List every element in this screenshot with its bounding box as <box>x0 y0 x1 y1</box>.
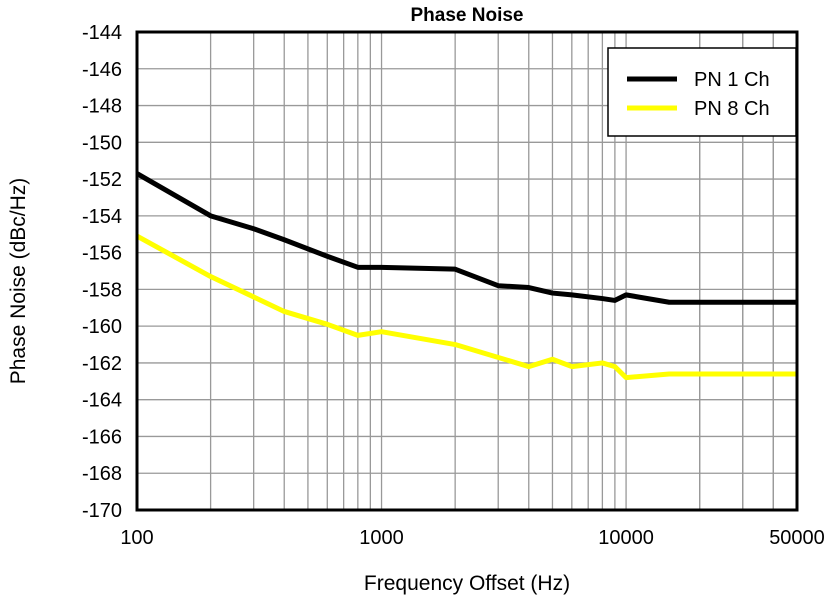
y-tick-label: -152 <box>82 169 122 191</box>
y-axis-label: Phase Noise (dBc/Hz) <box>7 178 30 385</box>
chart-title: Phase Noise <box>411 5 524 26</box>
legend: PN 1 Ch PN 8 Ch <box>607 47 797 137</box>
y-tick-label: -144 <box>82 22 122 44</box>
x-tick-label: 100 <box>120 527 153 549</box>
y-tick-label: -162 <box>82 353 122 375</box>
series-line-2 <box>135 233 797 381</box>
y-tick-label: -170 <box>82 500 122 522</box>
y-tick-label: -158 <box>82 279 122 301</box>
legend-label: PN 8 Ch <box>694 98 770 120</box>
y-tick-label: -154 <box>82 206 122 228</box>
y-tick-label: -146 <box>82 59 122 81</box>
y-tick-label: -166 <box>82 426 122 448</box>
series-lines <box>135 171 797 381</box>
x-tick-label: 1000 <box>359 527 404 549</box>
y-axis: -144 -146 -148 -150 -152 -154 -156 -158 -160 -162… <box>82 22 122 522</box>
y-tick-label: -148 <box>82 96 122 118</box>
y-tick-label: -160 <box>82 316 122 338</box>
x-tick-label: 50000 <box>769 527 825 549</box>
y-tick-label: -164 <box>82 390 122 412</box>
y-tick-label: -156 <box>82 243 122 265</box>
legend-box <box>607 47 797 137</box>
plot-frame <box>135 30 799 512</box>
x-axis-label: Frequency Offset (Hz) <box>364 572 570 595</box>
legend-label: PN 1 Ch <box>694 69 770 91</box>
y-tick-label: -168 <box>82 463 122 485</box>
x-tick-label: 10000 <box>598 527 654 549</box>
y-tick-label: -150 <box>82 132 122 154</box>
x-axis: 100 1000 10000 50000 <box>120 527 825 549</box>
series-line-1 <box>135 171 797 305</box>
